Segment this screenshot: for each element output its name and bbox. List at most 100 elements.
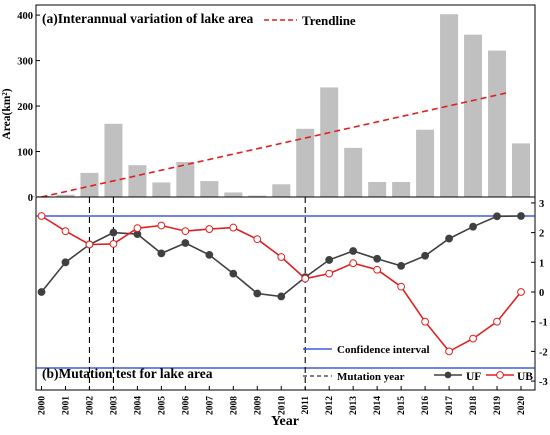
bar-2003 (104, 123, 123, 197)
y-tick-label-a-200: 200 (17, 102, 33, 113)
point-UB-2016 (421, 317, 430, 326)
bar-2002 (80, 172, 99, 197)
x-tick-label-2003: 2003 (109, 396, 119, 415)
bar-2016 (416, 129, 435, 197)
point-UF-2020 (517, 212, 525, 220)
point-UB-2001 (61, 227, 70, 236)
legend-ub-marker (496, 371, 504, 379)
panel-a-title: (a)Interannual variation of lake area (42, 11, 253, 26)
point-UF-2005 (157, 249, 166, 258)
x-tick-label-2016: 2016 (421, 396, 431, 415)
x-tick-label-2020: 2020 (517, 396, 527, 415)
point-UF-2013 (349, 247, 358, 255)
point-UF-2019 (493, 212, 501, 221)
point-UF-2016 (421, 251, 430, 260)
x-tick-label-2008: 2008 (229, 396, 239, 415)
point-UB-2020 (517, 288, 525, 296)
point-UB-2000 (37, 212, 46, 220)
y-tick-label-b-3: 3 (539, 199, 544, 210)
legend-ci-label: Confidence interval (337, 344, 430, 356)
bar-2020 (512, 143, 530, 197)
y-tick-label-a-300: 300 (17, 57, 33, 68)
bar-2014 (368, 181, 387, 197)
line-series (37, 212, 525, 356)
bar-2004 (128, 165, 147, 197)
bar-2018 (464, 34, 483, 198)
point-UF-2015 (397, 261, 406, 270)
point-UF-2006 (181, 239, 190, 247)
point-UF-2008 (229, 269, 238, 278)
point-UF-2012 (325, 256, 334, 264)
x-axis-label-year: Year (271, 414, 299, 429)
y-tick-label-b--1: -1 (539, 318, 548, 329)
point-UF-2018 (469, 222, 477, 231)
point-UB-2007 (205, 225, 214, 233)
point-UF-2001 (61, 258, 70, 267)
y-tick-label-b-0: 0 (539, 288, 544, 299)
y-tick-label-a-0: 0 (28, 193, 33, 204)
point-UB-2017 (445, 347, 453, 356)
point-UF-2017 (445, 234, 453, 243)
x-tick-label-2006: 2006 (181, 396, 191, 415)
point-UB-2004 (133, 224, 142, 233)
bar-2012 (320, 87, 339, 197)
point-UB-2009 (253, 235, 262, 244)
legend-ub-label: UB (517, 371, 533, 383)
bar-2009 (248, 195, 267, 197)
point-UB-2015 (397, 282, 406, 291)
point-UB-2008 (229, 223, 238, 232)
point-UB-2002 (85, 240, 94, 249)
x-tick-label-2014: 2014 (373, 396, 383, 415)
bar-2008 (224, 192, 243, 197)
x-tick-label-2010: 2010 (277, 396, 287, 415)
x-tick-label-2001: 2001 (61, 396, 71, 415)
x-tick-label-2000: 2000 (38, 396, 48, 415)
x-tick-label-2004: 2004 (133, 396, 143, 415)
point-UB-2005 (157, 221, 166, 230)
x-tick-label-2011: 2011 (301, 396, 311, 415)
bar-series (32, 14, 530, 198)
axes-layer: 0 100 200 300 400 -3 -2 -1 0 1 2 3 2000 2001 2002 2003 2… (17, 11, 548, 415)
confidence-interval-layer (36, 215, 535, 369)
panel-b-title: (b)Mutation test for lake area (42, 366, 213, 381)
bar-2015 (392, 181, 411, 197)
bar-2010 (272, 184, 291, 197)
point-UB-2006 (181, 227, 190, 236)
bar-2017 (440, 14, 459, 197)
y-tick-label-b--3: -3 (539, 377, 548, 388)
point-UB-2018 (469, 334, 477, 343)
point-UB-2010 (277, 253, 286, 261)
bar-2013 (344, 147, 363, 197)
point-UB-2013 (349, 259, 358, 268)
y-tick-label-a-400: 400 (17, 11, 33, 22)
y-tick-label-b-1: 1 (539, 258, 544, 269)
x-tick-label-2005: 2005 (157, 396, 167, 415)
bar-2001 (56, 194, 75, 197)
x-tick-label-2012: 2012 (325, 396, 335, 415)
y-tick-label-a-100: 100 (17, 148, 33, 159)
legend-uf-marker (444, 371, 452, 379)
x-tick-label-2019: 2019 (493, 396, 503, 415)
point-UF-2003 (109, 228, 118, 237)
bar-2011 (296, 128, 315, 197)
y-tick-label-b--2: -2 (539, 347, 548, 358)
point-UF-2009 (253, 289, 262, 298)
bar-2007 (200, 181, 219, 197)
x-tick-label-2007: 2007 (205, 396, 215, 415)
x-tick-label-2002: 2002 (85, 396, 95, 415)
point-UF-2014 (373, 254, 382, 263)
legend-mutation-label: Mutation year (337, 371, 405, 383)
x-tick-label-2018: 2018 (469, 396, 479, 415)
point-UF-2000 (37, 288, 46, 296)
y-axis-label-area: Area(km²) (1, 88, 13, 139)
point-UB-2012 (325, 269, 334, 278)
x-tick-label-2015: 2015 (397, 396, 407, 415)
legend-trendline-label: Trendline (302, 13, 356, 28)
point-UB-2011 (301, 274, 310, 283)
x-tick-label-2017: 2017 (445, 396, 455, 415)
point-UF-2007 (205, 250, 214, 259)
point-UF-2010 (277, 292, 286, 301)
bar-2006 (176, 161, 195, 197)
